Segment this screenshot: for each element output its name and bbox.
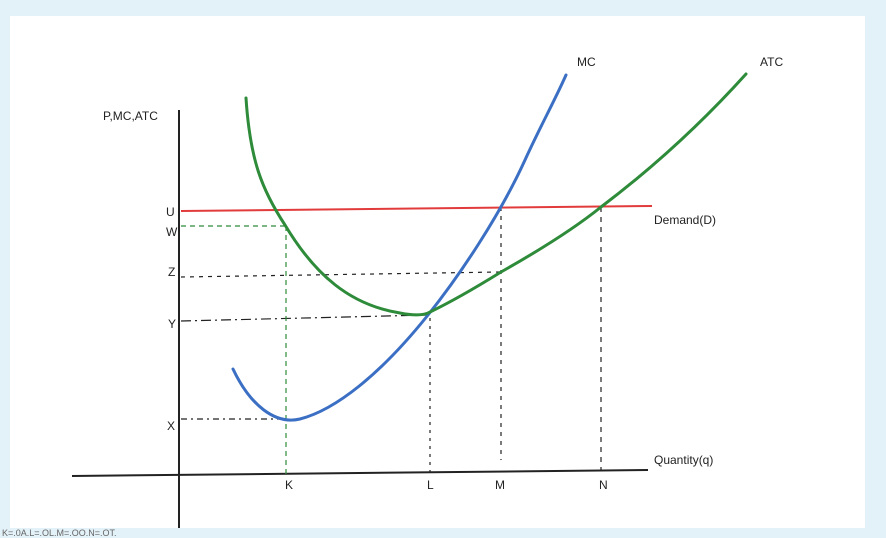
- atc-label: ATC: [760, 55, 783, 69]
- atc-curve: [244, 72, 748, 317]
- x-tick-k: K: [285, 478, 293, 492]
- x-axis: [71, 469, 649, 477]
- x-axis-label: Quantity(q): [654, 453, 713, 467]
- figure-caption: K=.0A.L=.OL.M=.OO.N=.OT.: [2, 529, 117, 538]
- y-tick-x: X: [167, 419, 175, 433]
- y-tick-y: Y: [168, 317, 176, 331]
- y-tick-u: U: [166, 205, 175, 219]
- guide-y: [180, 314, 429, 322]
- x-tick-n: N: [599, 478, 608, 492]
- mc-curve: [231, 73, 568, 422]
- x-tick-l: L: [427, 478, 434, 492]
- demand-label: Demand(D): [654, 213, 716, 227]
- x-tick-m: M: [495, 478, 505, 492]
- demand-line: [180, 205, 653, 212]
- mc-label: MC: [577, 55, 596, 69]
- y-axis-label: P,MC,ATC: [103, 109, 158, 123]
- guide-z: [180, 271, 501, 278]
- y-tick-w: W: [166, 225, 178, 239]
- y-tick-z: Z: [168, 265, 175, 279]
